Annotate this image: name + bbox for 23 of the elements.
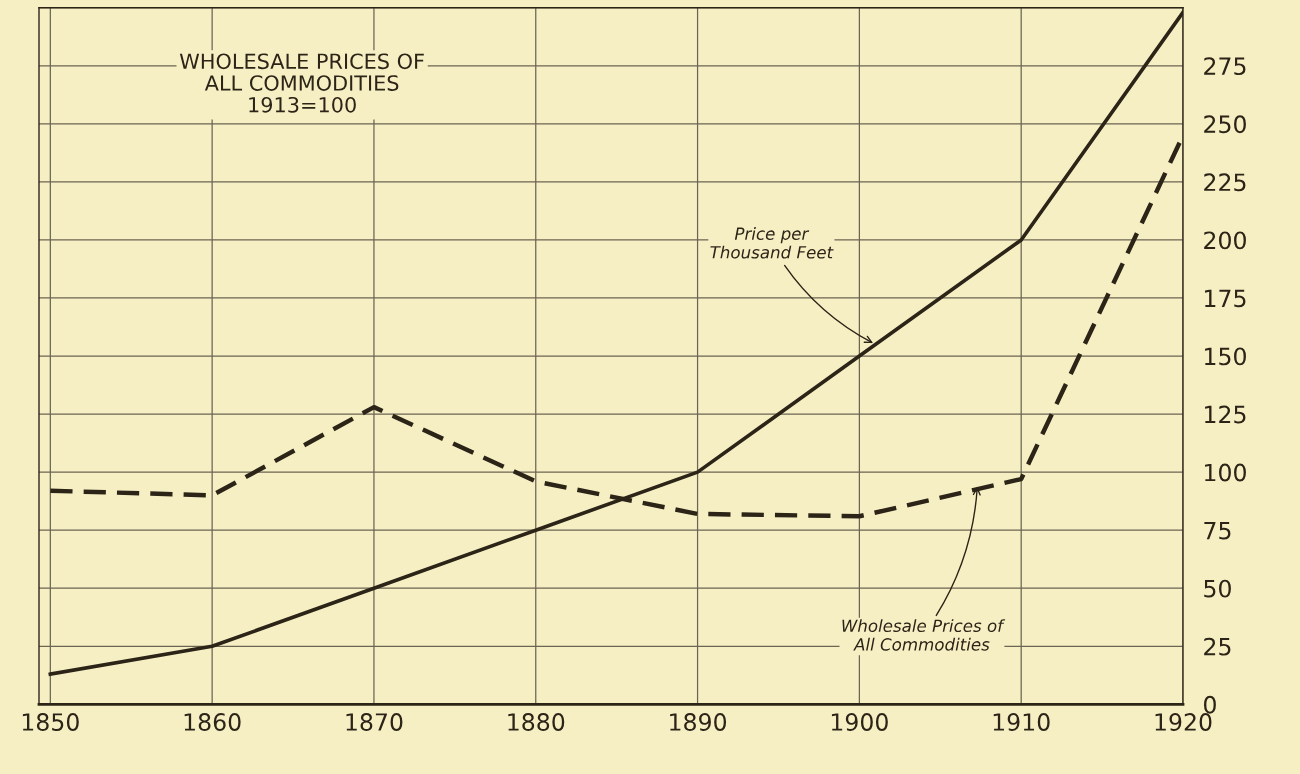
y-tick-label: 0 (1204, 695, 1216, 714)
y-tick-label: 50 (1204, 579, 1231, 598)
y-tick-label: 75 (1204, 521, 1231, 540)
x-tick-label: 1890 (670, 713, 727, 731)
y-tick-label: 200 (1204, 231, 1246, 250)
y-tick-label: 25 (1204, 637, 1231, 656)
x-tick-label: 1920 (1155, 713, 1212, 731)
y-tick-label: 175 (1205, 289, 1246, 308)
y-tick-label: 100 (1205, 463, 1246, 482)
x-tick-label: 1860 (184, 713, 241, 731)
x-tick-label: 1870 (346, 713, 403, 731)
x-tick-label: 1900 (831, 713, 888, 731)
y-tick-label: 125 (1205, 405, 1246, 424)
annotation: Wholesale Prices of All Commodities (842, 619, 1006, 651)
x-tick-label: 1850 (22, 713, 79, 731)
y-tick-label: 225 (1204, 173, 1246, 192)
y-tick-label: 250 (1204, 115, 1246, 134)
annotation: WHOLESALE PRICES OF ALL COMMODITIES 1913=100 (179, 53, 424, 113)
y-tick-label: 150 (1205, 347, 1246, 366)
annotation: Price per Thousand Feet (710, 227, 834, 259)
x-tick-label: 1880 (508, 713, 565, 731)
x-tick-label: 1910 (993, 713, 1050, 731)
y-tick-label: 275 (1204, 57, 1246, 76)
